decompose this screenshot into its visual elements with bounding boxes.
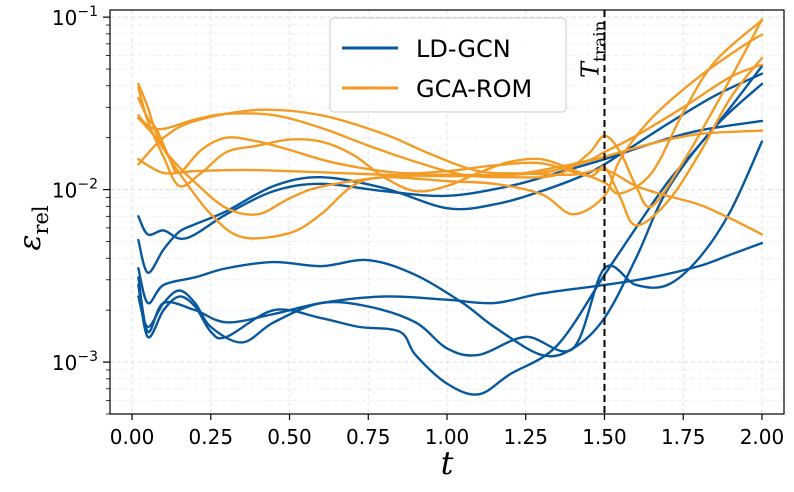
x-axis-title: t [441,444,454,482]
train-boundary-label: Ttrain [576,20,610,78]
x-tick-label: 1.75 [661,425,706,449]
series-line-ld-gcn-1 [137,72,764,274]
x-tick-label: 2.00 [740,425,785,449]
legend: LD-GCN GCA-ROM [329,17,567,113]
y-tick-label: 10−2 [52,177,98,203]
y-axis-title-sub: rel [29,205,53,234]
series-line-ld-gcn-5 [137,140,764,357]
x-tick-label: 0.00 [110,425,155,449]
x-tick-label: 0.50 [267,425,312,449]
series-line-gca-rom-7 [137,33,764,240]
x-tick-label: 1.50 [582,425,627,449]
x-axis: 0.00 0.25 0.50 0.75 1.00 1.25 1.50 1.75 2.00 [110,414,784,449]
train-boundary-label-main: T [576,60,604,78]
x-tick-label: 0.75 [346,425,391,449]
y-tick-label: 10−3 [52,349,98,375]
y-tick-label: 10−1 [52,4,98,30]
y-axis: 10−3 10−2 10−1 [52,4,110,415]
x-tick-label: 1.25 [503,425,548,449]
legend-label-gca-rom: GCA-ROM [416,75,532,103]
series-line-gca-rom-12 [137,18,764,209]
train-boundary-label-sub: train [590,20,610,62]
y-axis-title: εrel [13,205,53,251]
series-lines [137,18,764,396]
series-line-gca-rom-9 [137,129,764,178]
x-tick-label: 0.25 [189,425,234,449]
series-line-ld-gcn-2 [137,82,764,358]
legend-label-ld-gcn: LD-GCN [416,35,511,63]
y-axis-title-main: ε [13,235,48,251]
series-line-gca-rom-11 [137,19,764,195]
x-tick-label: 1.00 [425,425,470,449]
series-line-gca-rom-10 [137,56,764,227]
series-line-ld-gcn-3 [137,241,764,334]
